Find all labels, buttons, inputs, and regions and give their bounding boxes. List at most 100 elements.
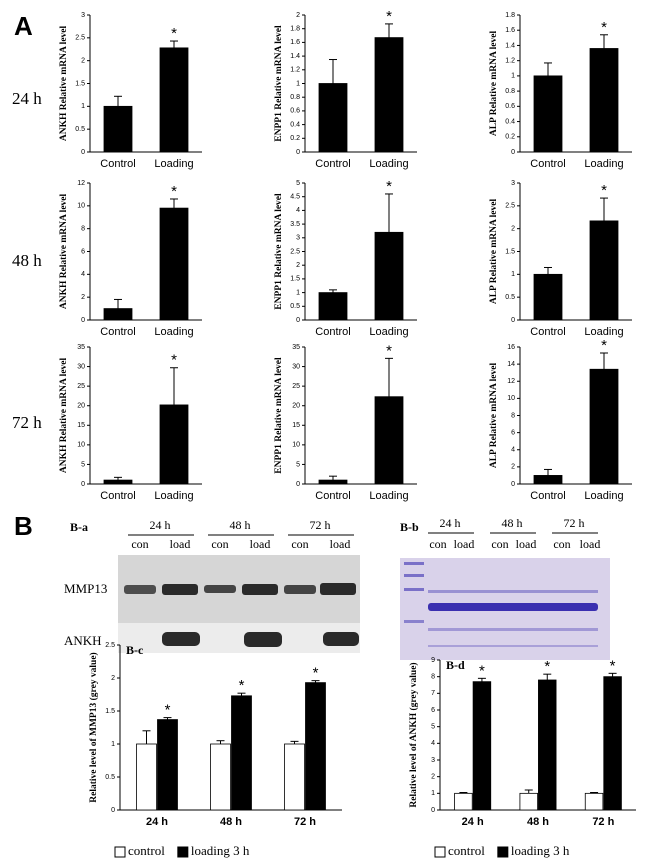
y-tick-label: 1.5 — [505, 248, 515, 255]
y-tick-label: 0.8 — [505, 88, 515, 95]
y-axis-label: ANKH Relative mRNA level — [59, 25, 69, 141]
y-tick-label: 1 — [296, 80, 300, 87]
significance-star: * — [239, 677, 245, 694]
significance-star: * — [165, 702, 171, 719]
y-tick-label: 3 — [431, 757, 435, 764]
y-tick-label: 0.2 — [505, 134, 515, 141]
y-tick-label: 5 — [296, 461, 300, 468]
bar — [103, 308, 133, 321]
x-tick-label: Loading — [369, 490, 408, 502]
y-tick-label: 0 — [81, 149, 85, 156]
time-label: 48 h — [502, 516, 523, 530]
x-tick-label: 24 h — [462, 816, 484, 828]
y-tick-label: 10 — [77, 442, 85, 449]
bar — [454, 792, 473, 811]
error-bar — [600, 197, 608, 221]
x-tick-label: Control — [100, 326, 135, 338]
x-tick-label: Control — [530, 490, 565, 502]
y-tick-label: 1 — [431, 790, 435, 797]
y-axis-label: ALP Relative mRNA level — [489, 31, 499, 137]
significance-star: * — [544, 658, 550, 675]
y-tick-label: 1.5 — [105, 708, 115, 715]
y-tick-label: 5 — [296, 180, 300, 187]
bar — [589, 220, 619, 321]
error-bar — [329, 289, 337, 293]
significance-star: * — [386, 8, 392, 25]
y-tick-label: 2 — [296, 262, 300, 269]
y-tick-label: 1 — [111, 741, 115, 748]
error-bar — [114, 298, 122, 309]
panel-label: B-d — [446, 658, 465, 672]
lane-label: con — [553, 537, 570, 551]
y-tick-label: 8 — [511, 412, 515, 419]
y-tick-label: 0 — [81, 481, 85, 488]
y-tick-label: 0 — [296, 149, 300, 156]
y-tick-label: 0.4 — [290, 121, 300, 128]
y-tick-label: 9 — [431, 657, 435, 664]
legend-label: control — [448, 843, 485, 858]
error-bar — [142, 730, 151, 744]
y-tick-label: 0 — [431, 807, 435, 814]
y-tick-label: 1.6 — [505, 27, 515, 34]
y-axis-label: ENPP1 Relative mRNA level — [274, 357, 284, 474]
lane-label: con — [131, 537, 148, 551]
x-tick-label: 48 h — [220, 816, 242, 828]
time-label: 24 h — [150, 518, 171, 532]
y-tick-label: 2 — [511, 226, 515, 233]
bar — [318, 479, 348, 485]
y-tick-label: 0.5 — [290, 303, 300, 310]
y-tick-label: 0.5 — [105, 774, 115, 781]
error-bar — [600, 352, 608, 370]
y-axis-label: ENPP1 Relative mRNA level — [274, 25, 284, 142]
blot-b-header: 24 h 48 h 72 h con load con load con loa… — [428, 516, 600, 551]
lane-label: load — [170, 537, 191, 551]
protein-label: ANKH — [64, 633, 102, 648]
bar — [159, 207, 189, 321]
y-tick-label: 6 — [81, 248, 85, 255]
time-label: 24 h — [440, 516, 461, 530]
y-tick-label: 1.4 — [505, 42, 515, 49]
error-bar — [311, 680, 320, 683]
y-tick-label: 0.6 — [505, 103, 515, 110]
error-bar — [329, 59, 337, 84]
y-tick-label: 0 — [511, 149, 515, 156]
y-tick-label: 8 — [431, 674, 435, 681]
x-tick-label: Loading — [369, 326, 408, 338]
y-tick-label: 1.6 — [290, 39, 300, 46]
y-axis-label: ENPP1 Relative mRNA level — [274, 193, 284, 310]
error-bar — [590, 792, 599, 794]
bar — [103, 105, 133, 153]
legend-label: loading 3 h — [511, 843, 570, 858]
y-axis-label: Relative level of ANKH (grey value) — [408, 662, 419, 807]
y-tick-label: 2.5 — [290, 248, 300, 255]
time-label: 72 h — [564, 516, 585, 530]
bar — [103, 479, 133, 485]
y-tick-label: 1.2 — [505, 58, 515, 65]
significance-star: * — [601, 337, 607, 354]
error-bar — [544, 62, 552, 76]
y-tick-label: 4 — [81, 271, 85, 278]
bar — [533, 475, 563, 485]
error-bar — [459, 792, 468, 794]
y-tick-label: 15 — [77, 422, 85, 429]
x-tick-label: Loading — [154, 326, 193, 338]
error-bar — [385, 193, 393, 233]
x-tick-label: 72 h — [294, 816, 316, 828]
y-tick-label: 5 — [81, 461, 85, 468]
y-tick-label: 12 — [507, 378, 515, 385]
bar — [603, 676, 622, 811]
y-tick-label: 1 — [511, 73, 515, 80]
y-tick-label: 1 — [511, 271, 515, 278]
error-bar — [385, 23, 393, 38]
y-tick-label: 25 — [292, 383, 300, 390]
y-tick-label: 0 — [111, 807, 115, 814]
y-tick-label: 3 — [511, 180, 515, 187]
x-tick-label: Control — [315, 158, 350, 170]
y-tick-label: 15 — [292, 422, 300, 429]
bar — [159, 404, 189, 485]
legend-label: loading 3 h — [191, 843, 250, 858]
y-axis-label: ALP Relative mRNA level — [489, 363, 499, 469]
bar — [231, 695, 252, 811]
bar — [533, 75, 563, 153]
lane-label: load — [580, 537, 601, 551]
